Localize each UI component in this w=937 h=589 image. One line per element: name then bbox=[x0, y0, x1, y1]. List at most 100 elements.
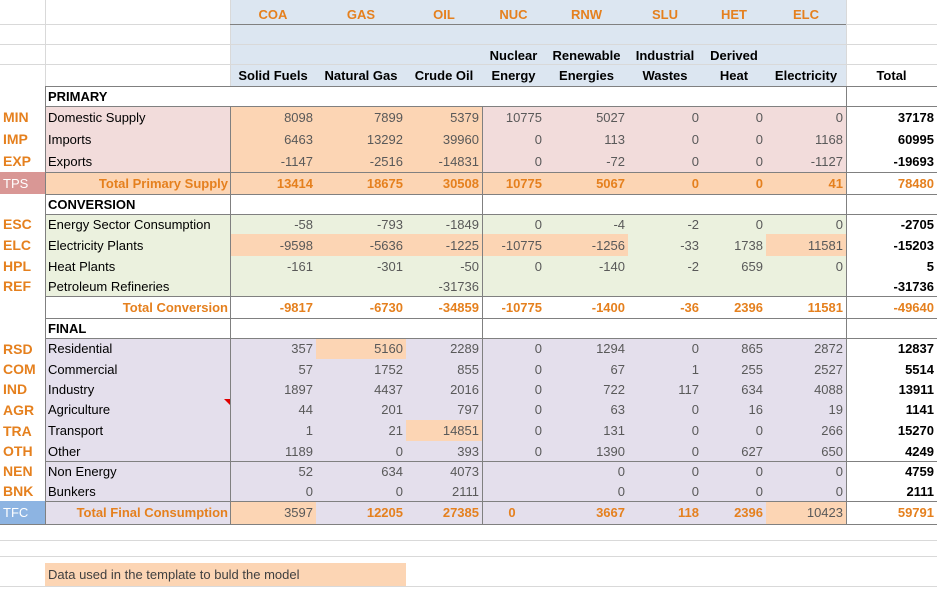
cell-tra-coa[interactable]: 1 bbox=[230, 420, 316, 441]
cell-bnk-gas[interactable]: 0 bbox=[316, 481, 406, 501]
cell-oth-elc[interactable]: 650 bbox=[766, 441, 846, 461]
cell-rsd-rnw[interactable]: 1294 bbox=[545, 338, 628, 359]
cell-bnk-oil[interactable]: 2111 bbox=[406, 481, 482, 501]
cell-imp-total[interactable]: 60995 bbox=[897, 131, 934, 147]
cell-ind-gas[interactable]: 4437 bbox=[316, 379, 406, 399]
cell-tra-slu[interactable]: 0 bbox=[628, 420, 702, 441]
cell-oth-nuc[interactable]: 0 bbox=[482, 441, 545, 461]
cell-imp-slu[interactable]: 0 bbox=[628, 128, 702, 150]
cell-min-coa[interactable]: 8098 bbox=[230, 106, 316, 128]
cell-tps-gas[interactable]: 18675 bbox=[316, 172, 406, 194]
cell-elc-rnw[interactable]: -1256 bbox=[545, 234, 628, 256]
cell-bnk-total[interactable]: 2111 bbox=[906, 483, 935, 499]
cell-tps-slu[interactable]: 0 bbox=[628, 172, 702, 194]
cell-hpl-rnw[interactable]: -140 bbox=[545, 256, 628, 276]
cell-ref-total[interactable]: -31736 bbox=[893, 278, 934, 294]
row-code-tfc[interactable]: TFC bbox=[0, 501, 45, 524]
row-label-nen[interactable]: Non Energy bbox=[45, 461, 230, 481]
cell-agr-slu[interactable]: 0 bbox=[628, 399, 702, 420]
cell-min-rnw[interactable]: 5027 bbox=[545, 106, 628, 128]
cell-esc-elc[interactable]: 0 bbox=[766, 214, 846, 234]
column-code-slu[interactable]: SLU bbox=[652, 6, 678, 22]
cell-esc-oil[interactable]: -1849 bbox=[406, 214, 482, 234]
cell-agr-gas[interactable]: 201 bbox=[316, 399, 406, 420]
cell-agr-elc[interactable]: 19 bbox=[766, 399, 846, 420]
cell-imp-rnw[interactable]: 113 bbox=[545, 128, 628, 150]
section-heading-final[interactable]: FINAL bbox=[48, 320, 87, 336]
cell-tps-total[interactable]: 78480 bbox=[846, 172, 937, 194]
row-label-oth[interactable]: Other bbox=[45, 441, 230, 461]
cell-tra-gas[interactable]: 21 bbox=[316, 420, 406, 441]
cell-hpl-oil[interactable]: -50 bbox=[406, 256, 482, 276]
cell-nen-nuc[interactable] bbox=[482, 461, 545, 481]
cell-ind-oil[interactable]: 2016 bbox=[406, 379, 482, 399]
column-code-nuc[interactable]: NUC bbox=[499, 6, 528, 22]
cell-nen-slu[interactable]: 0 bbox=[628, 461, 702, 481]
row-code-exp[interactable]: EXP bbox=[3, 153, 32, 169]
cell-elc-slu[interactable]: -33 bbox=[628, 234, 702, 256]
row-code-imp[interactable]: IMP bbox=[3, 131, 28, 147]
cell-elc-oil[interactable]: -1225 bbox=[406, 234, 482, 256]
cell-bnk-elc[interactable]: 0 bbox=[766, 481, 846, 501]
cell-tfc-elc[interactable]: 10423 bbox=[766, 501, 846, 524]
cell-hpl-elc[interactable]: 0 bbox=[766, 256, 846, 276]
row-label-agr[interactable]: Agriculture bbox=[45, 399, 230, 420]
cell-oth-het[interactable]: 627 bbox=[702, 441, 766, 461]
cell-nen-oil[interactable]: 4073 bbox=[406, 461, 482, 481]
cell-rsd-oil[interactable]: 2289 bbox=[406, 338, 482, 359]
cell-tra-oil[interactable]: 14851 bbox=[406, 420, 482, 441]
cell-tfc-coa[interactable]: 3597 bbox=[230, 501, 316, 524]
cell-rsd-elc[interactable]: 2872 bbox=[766, 338, 846, 359]
cell-tfc-rnw[interactable]: 3667 bbox=[545, 501, 628, 524]
cell-tfc-gas[interactable]: 12205 bbox=[316, 501, 406, 524]
cell-rsd-nuc[interactable]: 0 bbox=[482, 338, 545, 359]
cell-ind-elc[interactable]: 4088 bbox=[766, 379, 846, 399]
cell-tra-het[interactable]: 0 bbox=[702, 420, 766, 441]
cell-tps-elc[interactable]: 41 bbox=[766, 172, 846, 194]
column-label-5[interactable]: Wastes bbox=[642, 68, 688, 83]
legend-box[interactable]: Data used in the template to buld the mo… bbox=[45, 563, 406, 586]
cell-ind-coa[interactable]: 1897 bbox=[230, 379, 316, 399]
cell-min-total[interactable]: 37178 bbox=[897, 109, 934, 125]
cell-ref-elc[interactable] bbox=[766, 276, 846, 296]
cell-hpl-total[interactable]: 5 bbox=[926, 258, 934, 274]
cell-imp-nuc[interactable]: 0 bbox=[482, 128, 545, 150]
total-column-header[interactable]: Total bbox=[876, 68, 907, 83]
cell-exp-rnw[interactable]: -72 bbox=[545, 150, 628, 172]
cell-exp-gas[interactable]: -2516 bbox=[316, 150, 406, 172]
cell-exp-total[interactable]: -19693 bbox=[893, 153, 934, 169]
cell-ind-total[interactable]: 13911 bbox=[898, 381, 934, 397]
row-code-ind[interactable]: IND bbox=[3, 381, 28, 397]
cell-min-het[interactable]: 0 bbox=[702, 106, 766, 128]
column-code-rnw[interactable]: RNW bbox=[570, 6, 603, 22]
cell-tra-elc[interactable]: 266 bbox=[766, 420, 846, 441]
section-heading-conversion[interactable]: CONVERSION bbox=[48, 196, 136, 212]
column-label-top-6[interactable]: Derived bbox=[710, 47, 758, 63]
row-code-rsd[interactable]: RSD bbox=[3, 340, 33, 357]
cell-tra-total[interactable]: 15270 bbox=[897, 423, 934, 438]
cell-ref-coa[interactable] bbox=[230, 276, 316, 296]
cell-nen-coa[interactable]: 52 bbox=[230, 461, 316, 481]
column-code-coa[interactable]: COA bbox=[258, 6, 288, 22]
cell-tcv-coa[interactable]: -9817 bbox=[279, 299, 313, 315]
cell-ref-oil[interactable]: -31736 bbox=[406, 276, 482, 296]
cell-min-nuc[interactable]: 10775 bbox=[482, 106, 545, 128]
row-code-com[interactable]: COM bbox=[3, 361, 36, 377]
cell-agr-total[interactable]: 1141 bbox=[905, 402, 934, 417]
cell-oth-gas[interactable]: 0 bbox=[316, 441, 406, 461]
cell-oth-coa[interactable]: 1189 bbox=[230, 441, 316, 461]
cell-tcv-het[interactable]: 2396 bbox=[734, 299, 763, 315]
column-label-1[interactable]: Natural Gas bbox=[324, 68, 398, 83]
cell-rsd-het[interactable]: 865 bbox=[702, 338, 766, 359]
cell-bnk-coa[interactable]: 0 bbox=[230, 481, 316, 501]
row-code-tps[interactable]: TPS bbox=[0, 172, 45, 194]
row-label-tra[interactable]: Transport bbox=[45, 420, 230, 441]
cell-bnk-nuc[interactable] bbox=[482, 481, 545, 501]
cell-tfc-slu[interactable]: 118 bbox=[628, 501, 702, 524]
cell-min-slu[interactable]: 0 bbox=[628, 106, 702, 128]
cell-com-elc[interactable]: 2527 bbox=[766, 359, 846, 379]
cell-imp-oil[interactable]: 39960 bbox=[406, 128, 482, 150]
cell-esc-het[interactable]: 0 bbox=[702, 214, 766, 234]
cell-nen-gas[interactable]: 634 bbox=[316, 461, 406, 481]
cell-com-gas[interactable]: 1752 bbox=[316, 359, 406, 379]
